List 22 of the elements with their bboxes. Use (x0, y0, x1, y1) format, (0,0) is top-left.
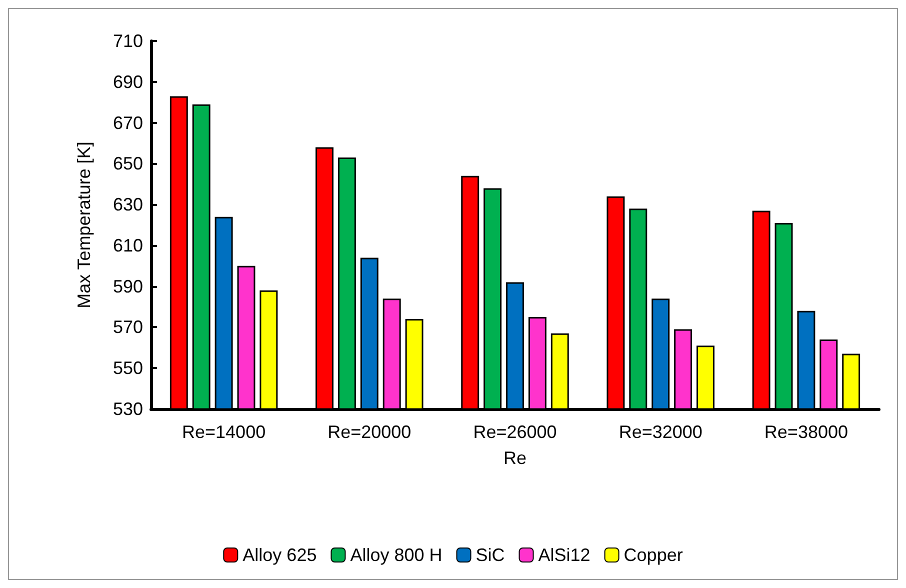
legend-label: AlSi12 (538, 545, 590, 565)
x-axis-title: Re (503, 448, 527, 468)
y-tick-label: 550 (112, 358, 143, 378)
x-tick-label: Re=20000 (328, 422, 412, 442)
y-tick-label: 630 (112, 194, 143, 215)
x-tick-label: Re=26000 (473, 422, 557, 442)
x-tick-label: Re=14000 (182, 422, 266, 442)
x-tick-label: Re=32000 (618, 422, 702, 442)
y-tick-label: 650 (112, 154, 143, 174)
y-tick-label: 590 (112, 276, 143, 296)
y-tick-label: 570 (112, 317, 143, 338)
y-tick-label: 610 (112, 235, 143, 256)
legend-label: Copper (624, 545, 683, 565)
y-tick-label: 670 (112, 112, 143, 133)
legend-label: SiC (476, 545, 505, 565)
y-axis-title: Max Temperature [K] (74, 142, 94, 308)
legend-label: Alloy 800 H (350, 545, 442, 565)
x-tick-label: Re=38000 (764, 422, 848, 442)
y-tick-label: 690 (112, 72, 143, 92)
y-tick-label: 710 (112, 31, 143, 51)
legend-label: Alloy 625 (242, 545, 317, 565)
y-tick-label: 530 (112, 399, 143, 419)
